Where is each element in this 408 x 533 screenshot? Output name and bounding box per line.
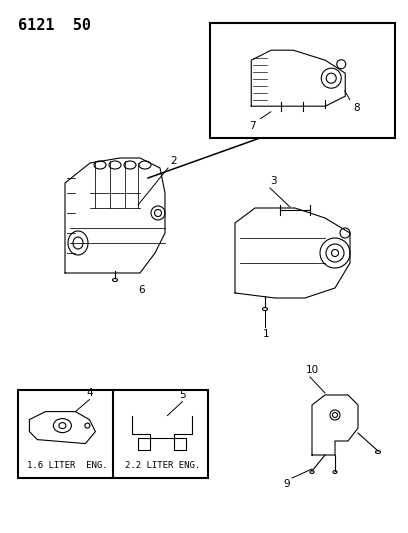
Text: 4: 4: [86, 387, 93, 398]
Text: 2.2 LITER ENG.: 2.2 LITER ENG.: [125, 461, 200, 470]
Text: 9: 9: [284, 479, 290, 489]
Text: 1: 1: [263, 329, 269, 339]
Text: 6: 6: [139, 285, 145, 295]
Text: 3: 3: [270, 176, 276, 186]
Text: 7: 7: [248, 121, 255, 131]
Bar: [210, 23, 395, 138]
Bar: [18, 390, 208, 478]
Text: 6121  50: 6121 50: [18, 18, 91, 33]
Text: 1.6 LITER  ENG.: 1.6 LITER ENG.: [27, 461, 108, 470]
Text: 5: 5: [179, 390, 186, 400]
Text: 8: 8: [353, 103, 360, 113]
Text: 10: 10: [306, 365, 319, 375]
Text: 2: 2: [170, 156, 177, 166]
